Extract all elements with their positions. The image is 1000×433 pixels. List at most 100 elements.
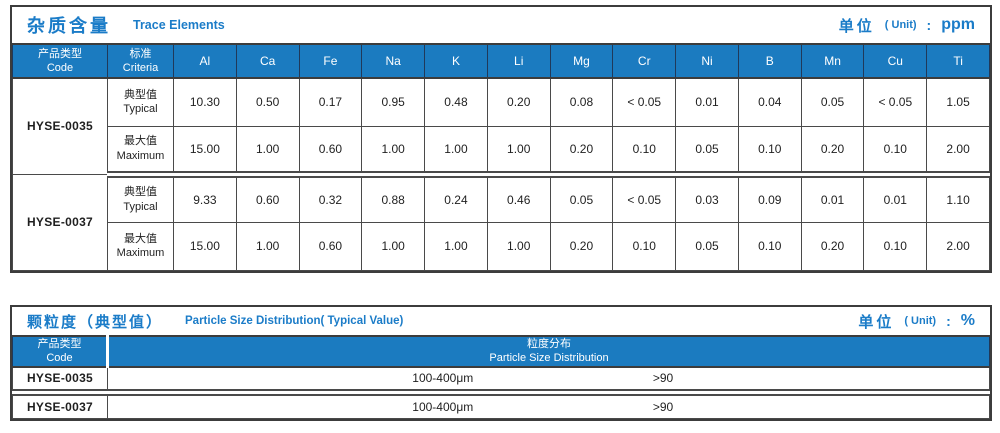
product-code-hyse-0035: HYSE-0035 [12,366,108,397]
table-row: HYSE-0035 100-400μm >90 [12,366,990,397]
value-cell: 0.95 [361,77,426,127]
col-header-code-cn: 产品类型 [38,47,82,60]
value-cell: 0.46 [486,173,551,223]
col-header-criteria-cn: 标准 [129,47,152,60]
element-header-ti: Ti [926,43,990,79]
value-cell: 15.00 [173,221,237,271]
value-cell: 0.01 [863,173,928,223]
value-cell: 0.01 [800,173,865,223]
value-cell: 0.05 [800,77,865,127]
value-cell: 15.00 [173,125,237,178]
value-cell: 1.00 [235,221,300,271]
trace-title: 杂质含量 Trace Elements [27,12,225,38]
particle-size-section: 颗粒度（典型值） Particle Size Distribution( Typ… [10,305,992,422]
table-row: 最大值 Maximum 15.00 1.00 0.60 1.00 1.00 1.… [13,125,990,178]
unit-value: % [960,312,975,329]
product-code-hyse-0035: HYSE-0035 [12,77,108,175]
col-header-code-en: Code [46,62,74,74]
value-cell: 0.24 [424,173,488,223]
value-cell: 1.05 [926,77,990,127]
value-cell: 0.10 [612,221,677,271]
element-header-mn: Mn [800,43,865,79]
value-cell: 9.33 [173,173,237,223]
particle-title: 颗粒度（典型值） Particle Size Distribution( Typ… [27,311,403,332]
value-cell: 0.48 [424,77,488,127]
value-cell: 0.20 [549,221,614,271]
value-cell: 0.10 [612,125,677,178]
value-cell: 1.00 [486,125,551,178]
criteria-cell: 典型值 Typical [107,77,174,127]
value-cell: 1.10 [926,173,990,223]
particle-unit-label: 单位 ( Unit) : % [858,311,975,332]
value-cell: 0.01 [675,77,739,127]
unit-en: ( Unit) [884,19,917,31]
unit-value: ppm [941,16,975,33]
particle-title-en: Particle Size Distribution( Typical Valu… [185,315,404,327]
value-cell: 0.04 [737,77,802,127]
value-cell: 0.60 [235,173,300,223]
element-header-b: B [737,43,802,79]
col-header-distribution: 粒度分布 Particle Size Distribution [107,335,990,368]
table-row: HYSE-0035 典型值 Typical 10.30 0.50 0.17 0.… [12,77,990,175]
col-header-distribution-en: Particle Size Distribution [489,352,609,365]
trace-title-cn: 杂质含量 [27,16,111,36]
criteria-en: Maximum [116,149,165,162]
product-code-hyse-0037: HYSE-0037 [12,173,108,271]
particle-size-table: 产品类型 Code 粒度分布 Particle Size Distributio… [12,335,990,420]
trace-elements-table: 产品类型 Code 标准 Criteria Al Ca Fe Na K Li M… [12,43,990,271]
element-header-mg: Mg [549,43,614,79]
value-cell: 0.60 [298,125,363,178]
particle-title-cn: 颗粒度（典型值） [27,313,164,331]
value-cell: 1.00 [361,125,426,178]
value-cell: 0.10 [863,125,928,178]
value-cell: 0.88 [361,173,426,223]
element-header-fe: Fe [298,43,363,79]
criteria-en: Typical [123,103,158,116]
trace-title-en: Trace Elements [133,18,225,32]
value-cell: 0.10 [863,221,928,271]
value-cell: 0.20 [549,125,614,178]
table-row: 最大值 Maximum 15.00 1.00 0.60 1.00 1.00 1.… [13,221,990,271]
product-code-hyse-0037: HYSE-0037 [12,392,108,420]
table-row: HYSE-0037 典型值 Typical 9.33 0.60 0.32 0.8… [12,173,990,271]
value-cell: 0.05 [549,173,614,223]
particle-header-row: 产品类型 Code 粒度分布 Particle Size Distributio… [12,335,990,368]
element-header-ni: Ni [675,43,739,79]
col-header-criteria-en: Criteria [122,62,159,74]
unit-en: ( Unit) [904,315,937,327]
value-cell: 0.05 [675,125,739,178]
col-header-code: 产品类型 Code [12,335,109,368]
trace-header-row: 产品类型 Code 标准 Criteria Al Ca Fe Na K Li M… [12,43,990,79]
value-cell: 2.00 [926,125,990,178]
criteria-cn: 典型值 [124,88,157,101]
value-cell: 0.08 [549,77,614,127]
size-range: 100-400μm [412,371,474,386]
criteria-en: Maximum [116,247,165,259]
value-cell: 0.60 [298,221,363,271]
unit-cn: 单位 [838,17,875,35]
value-cell: 0.05 [675,221,739,271]
value-cell: 10.30 [173,77,237,127]
unit-colon: : [946,313,951,329]
value-cell: 1.00 [235,125,300,178]
col-header-criteria: 标准 Criteria [107,43,174,79]
criteria-en: Typical [123,200,158,213]
value-cell: 1.00 [361,221,426,271]
value-cell: 0.20 [800,125,865,178]
element-header-k: K [424,43,488,79]
criteria-cell: 最大值 Maximum [107,125,174,178]
value-cell: 0.09 [737,173,802,223]
trace-unit-label: 单位 ( Unit) : ppm [839,15,975,36]
trace-elements-section: 杂质含量 Trace Elements 单位 ( Unit) : ppm 产品类… [10,5,992,273]
value-cell: 0.20 [800,221,865,271]
particle-title-bar: 颗粒度（典型值） Particle Size Distribution( Typ… [12,307,990,335]
element-header-li: Li [486,43,551,79]
criteria-cn: 典型值 [124,186,157,199]
value-cell: 2.00 [926,221,990,271]
size-percentage: >90 [652,400,674,415]
value-cell: 1.00 [424,221,488,271]
value-cell: 0.50 [235,77,300,127]
value-cell: 0.03 [675,173,739,223]
value-cell: 1.00 [486,221,551,271]
criteria-cell: 最大值 Maximum [107,221,174,271]
